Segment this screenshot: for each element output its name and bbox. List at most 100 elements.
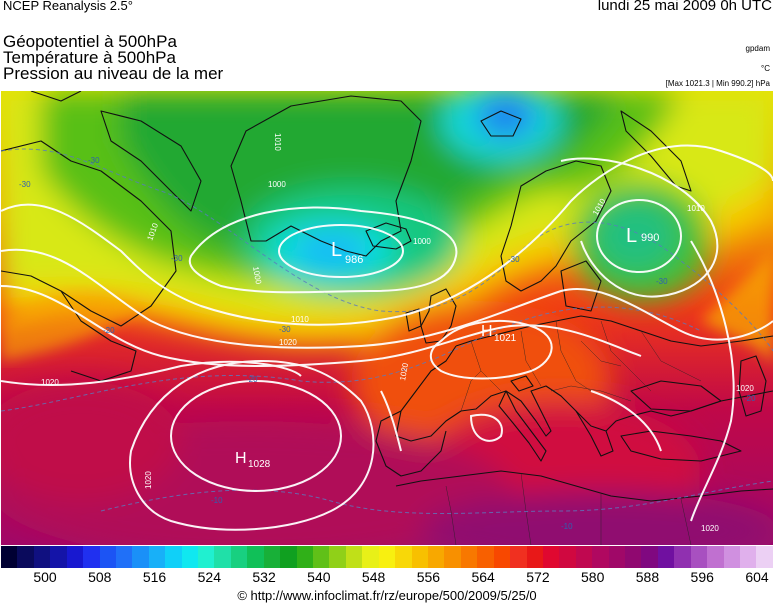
color-swatch: [50, 546, 67, 568]
color-swatch: [608, 546, 626, 568]
isobar-label: 1000: [268, 180, 286, 189]
color-swatch: [625, 546, 642, 568]
unit-gpdam: gpdam: [745, 44, 770, 53]
color-swatch: [477, 546, 494, 568]
isobar-label: 1020: [701, 524, 719, 533]
scale-tick-label: 548: [361, 569, 386, 585]
isobar-label: 1000: [413, 237, 431, 246]
isobars: [1, 144, 773, 531]
isobar-label: 1000: [251, 266, 263, 286]
color-swatch: [33, 546, 51, 568]
scale-tick-label: 556: [416, 569, 441, 585]
isotherm-label: -10: [211, 496, 223, 505]
isotherm-label: -30: [19, 180, 31, 189]
color-swatch: [362, 546, 379, 568]
color-scale-ticks: 500 508 516 524 532 540 548 556 564 572 580 588 596 6…: [1, 569, 773, 587]
isobar-label: 1010: [291, 315, 309, 324]
color-swatch: [345, 546, 363, 568]
low-letter: L: [626, 225, 637, 247]
color-swatch: [263, 546, 281, 568]
color-swatch: [575, 546, 593, 568]
color-swatch: [526, 546, 543, 568]
color-swatch: [214, 546, 231, 568]
scale-tick-label: 500: [33, 569, 57, 585]
isotherm-label: -30: [656, 277, 668, 286]
isobar-label: 1020: [279, 338, 297, 347]
isobar-label: 1020: [41, 378, 59, 387]
scale-tick-label: 524: [197, 569, 221, 585]
pressure-centers: L 986 L 990 H 1021 H 1028: [235, 225, 659, 470]
credit-url: © http://www.infoclimat.fr/rz/europe/500…: [237, 588, 537, 603]
scale-tick-label: 604: [745, 569, 769, 585]
color-swatch: [493, 546, 511, 568]
color-swatch: [542, 546, 560, 568]
isotherm-label: -10: [561, 522, 573, 531]
high-value: 1028: [248, 459, 271, 470]
scale-tick-label: 516: [142, 569, 167, 585]
color-swatch: [313, 546, 330, 568]
isotherm-labels: -30 -30 -30 -30 -20 -30 -20 -10 -10 -30 …: [19, 156, 756, 531]
high-center-1021: H 1021: [481, 323, 517, 344]
color-swatch: [181, 546, 199, 568]
high-letter: H: [235, 450, 247, 467]
color-swatch: [411, 546, 428, 568]
title-geopotential: Géopotentiel à 500hPa: [3, 32, 177, 51]
isotherm-label: -30: [508, 255, 520, 264]
isobar-label: 1010: [687, 204, 705, 213]
color-swatch: [739, 546, 757, 568]
scale-tick-label: 564: [471, 569, 495, 585]
isotherm-label: -20: [103, 326, 115, 335]
scale-tick-label: 508: [88, 569, 112, 585]
color-swatch: [99, 546, 116, 568]
color-swatch: [378, 546, 396, 568]
weather-map: 1010 1000 1000 1000 1010 1010 1020 1020 …: [1, 91, 773, 545]
color-swatch: [280, 546, 297, 568]
temperature-field: [1, 91, 773, 545]
color-swatch: [657, 546, 675, 568]
isobar-label: 1020: [144, 471, 153, 489]
isobar-label: 1020: [398, 362, 410, 382]
color-swatch: [444, 546, 461, 568]
isobar-label: 1010: [273, 133, 282, 151]
color-swatch: [460, 546, 478, 568]
isotherms: [1, 148, 773, 514]
high-value: 1021: [494, 333, 517, 344]
scale-tick-label: 540: [307, 569, 331, 585]
scale-tick-label: 588: [635, 569, 660, 585]
high-center-1028: H 1028: [235, 450, 271, 470]
isotherm-label: -30: [171, 254, 183, 263]
isotherm-label: -20: [246, 375, 258, 384]
color-swatch: [148, 546, 166, 568]
scale-tick-label: 572: [526, 569, 550, 585]
color-swatch: [756, 546, 773, 568]
color-swatch: [296, 546, 314, 568]
color-swatch: [674, 546, 691, 568]
low-value: 986: [345, 254, 363, 266]
color-swatch: [230, 546, 248, 568]
low-letter: L: [331, 239, 342, 261]
color-swatch: [115, 546, 133, 568]
isotherm-label: -30: [88, 156, 100, 165]
color-swatch: [723, 546, 740, 568]
color-swatch: [559, 546, 576, 568]
isotherm-label: -30: [279, 325, 291, 334]
high-letter: H: [481, 323, 493, 340]
color-scale-bar: [1, 546, 773, 568]
scale-tick-label: 580: [581, 569, 605, 585]
color-swatch: [83, 546, 100, 568]
color-swatch: [247, 546, 264, 568]
date-label: lundi 25 mai 2009 0h UTC: [597, 0, 772, 14]
color-swatch: [17, 546, 34, 568]
unit-pressure-range: [Max 1021.3 | Min 990.2] hPa: [665, 79, 770, 88]
color-swatch: [66, 546, 84, 568]
low-value: 990: [641, 232, 659, 244]
color-swatch: [427, 546, 445, 568]
color-swatch: [592, 546, 609, 568]
color-swatch: [198, 546, 215, 568]
scale-tick-label: 596: [690, 569, 714, 585]
color-swatch: [1, 546, 18, 568]
isobar-label: 1020: [736, 384, 754, 393]
coastlines: [1, 91, 773, 502]
color-swatch: [132, 546, 149, 568]
color-swatch: [690, 546, 708, 568]
